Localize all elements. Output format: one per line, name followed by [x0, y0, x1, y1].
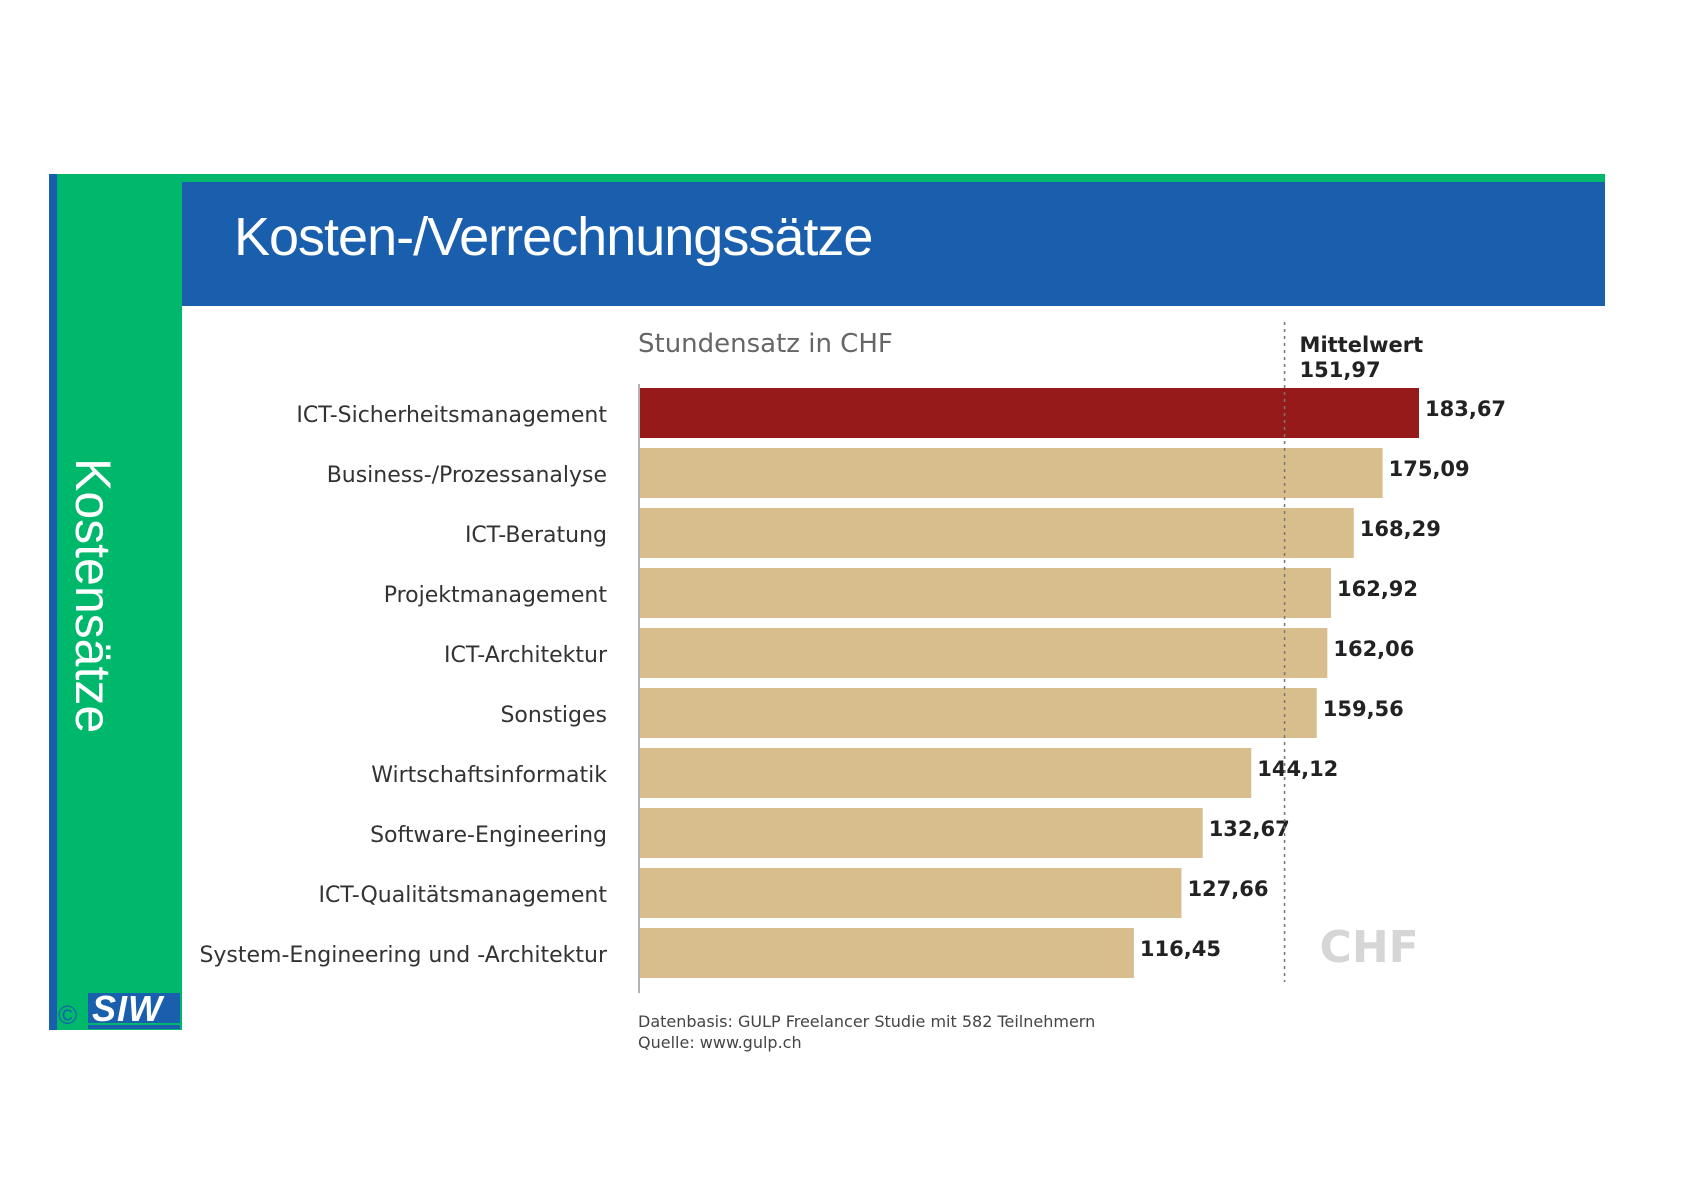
category-label: Software-Engineering — [370, 823, 607, 848]
bar — [640, 388, 1419, 438]
category-label: ICT-Beratung — [465, 523, 607, 548]
bar — [640, 928, 1134, 978]
bar — [640, 628, 1328, 678]
bar — [640, 568, 1331, 618]
siw-logo: © SIW — [58, 988, 183, 1030]
bar — [640, 868, 1182, 918]
category-label: Sonstiges — [500, 703, 607, 728]
siw-logo-mark: SIW — [88, 988, 180, 1029]
value-label: 162,06 — [1333, 637, 1414, 661]
page-title: Kosten-/Verrechnungssätze — [234, 207, 873, 267]
bar — [640, 688, 1317, 738]
sidebar — [49, 174, 182, 1030]
source-url: Quelle: www.gulp.ch — [638, 1033, 802, 1052]
chart-title: Stundensatz in CHF — [638, 329, 893, 359]
category-label: Wirtschaftsinformatik — [371, 763, 607, 788]
title-band: Kosten-/Verrechnungssätze — [182, 182, 1605, 306]
top-accent-rule — [181, 174, 1605, 182]
value-label: 132,67 — [1209, 817, 1290, 841]
bar — [640, 808, 1203, 858]
mean-label: Mittelwert — [1300, 333, 1424, 357]
value-label: 175,09 — [1389, 457, 1470, 481]
value-label: 168,29 — [1360, 517, 1441, 541]
siw-logo-underline — [88, 1025, 180, 1029]
category-label: Projektmanagement — [384, 583, 608, 608]
siw-logo-text: SIW — [92, 988, 163, 1029]
bar — [640, 508, 1354, 558]
unit-watermark: CHF — [1320, 922, 1419, 973]
mean-value-label: 151,97 — [1300, 358, 1381, 382]
bar — [640, 748, 1252, 798]
source-data-basis: Datenbasis: GULP Freelancer Studie mit 5… — [638, 1012, 1096, 1031]
value-label: 159,56 — [1323, 697, 1404, 721]
category-label: System-Engineering und -Architektur — [199, 943, 608, 968]
value-label: 116,45 — [1140, 937, 1221, 961]
value-label: 144,12 — [1257, 757, 1338, 781]
value-label: 127,66 — [1187, 877, 1268, 901]
copyright-symbol: © — [58, 1000, 78, 1030]
bars-group: ICT-Sicherheitsmanagement 183,67 Business-… — [199, 388, 1506, 978]
bar — [640, 448, 1383, 498]
category-label: ICT-Sicherheitsmanagement — [296, 403, 607, 428]
category-label: ICT-Architektur — [444, 643, 608, 668]
value-label: 162,92 — [1337, 577, 1418, 601]
value-label: 183,67 — [1425, 397, 1506, 421]
category-label: ICT-Qualitätsmanagement — [318, 883, 607, 908]
category-label: Business-/Prozessanalyse — [327, 463, 607, 488]
